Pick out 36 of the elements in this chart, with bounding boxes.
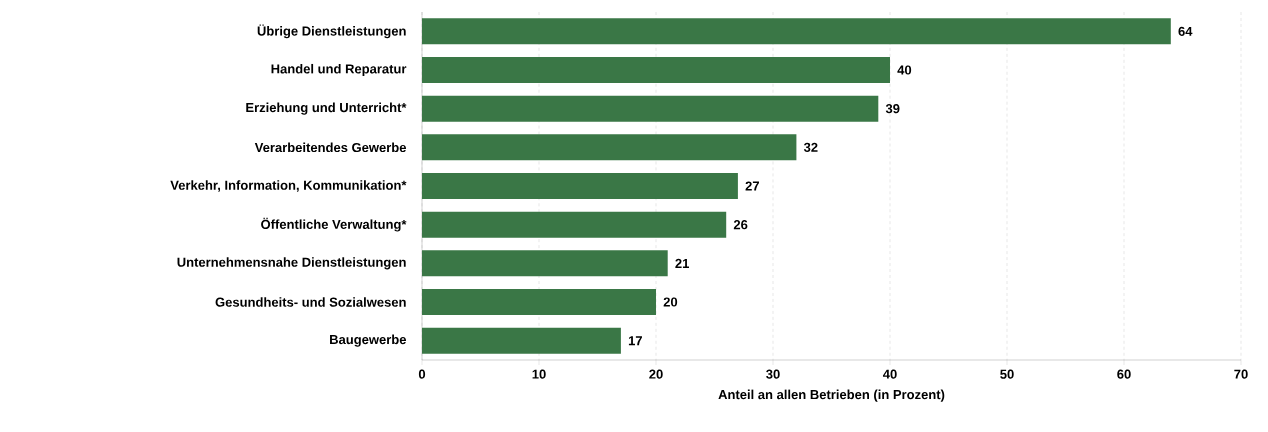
y-tick-label: Handel und Reparatur	[271, 63, 407, 77]
data-label: 64	[1178, 26, 1193, 36]
x-tick-label: 0	[418, 369, 426, 379]
x-tick-label: 60	[1117, 369, 1131, 379]
x-tick-label: 70	[1234, 369, 1248, 379]
x-tick-label: 20	[649, 369, 663, 379]
bar	[422, 250, 668, 277]
y-tick-label: Verkehr, Information, Kommunikation*	[170, 180, 407, 192]
bar	[422, 134, 797, 161]
data-label: 26	[733, 220, 748, 230]
data-label: 39	[885, 104, 900, 114]
y-tick-label: Gesundheits- und Sozialwesen	[215, 297, 406, 307]
y-tick-label: Übrige Dienstleistungen	[257, 24, 406, 39]
data-label: 27	[745, 181, 759, 191]
y-tick-label: Erziehung und Unterricht*	[246, 102, 407, 115]
bar	[422, 211, 727, 238]
y-tick-label: Unternehmensnahe Dienstleistungen	[177, 257, 406, 270]
x-tick-label: 30	[766, 369, 780, 379]
data-label: 32	[803, 142, 818, 152]
bar	[422, 327, 621, 354]
y-tick-label: Baugewerbe	[330, 334, 407, 347]
x-axis-title: Anteil an allen Betrieben (in Prozent)	[718, 389, 945, 402]
data-label: 21	[675, 258, 690, 268]
data-label: 40	[897, 65, 912, 75]
data-label: 17	[628, 336, 642, 346]
bar	[422, 173, 738, 200]
bar	[422, 95, 879, 122]
bar	[422, 18, 1171, 45]
x-tick-label: 50	[1000, 369, 1014, 379]
x-tick-label: 40	[882, 369, 897, 379]
data-label: 20	[663, 297, 678, 307]
bar	[422, 289, 656, 315]
x-tick-label: 10	[532, 369, 546, 379]
y-tick-label: Verarbeitendes Gewerbe	[254, 142, 406, 153]
bar	[422, 57, 890, 84]
y-tick-label: Öffentliche Verwaltung*	[261, 217, 407, 232]
